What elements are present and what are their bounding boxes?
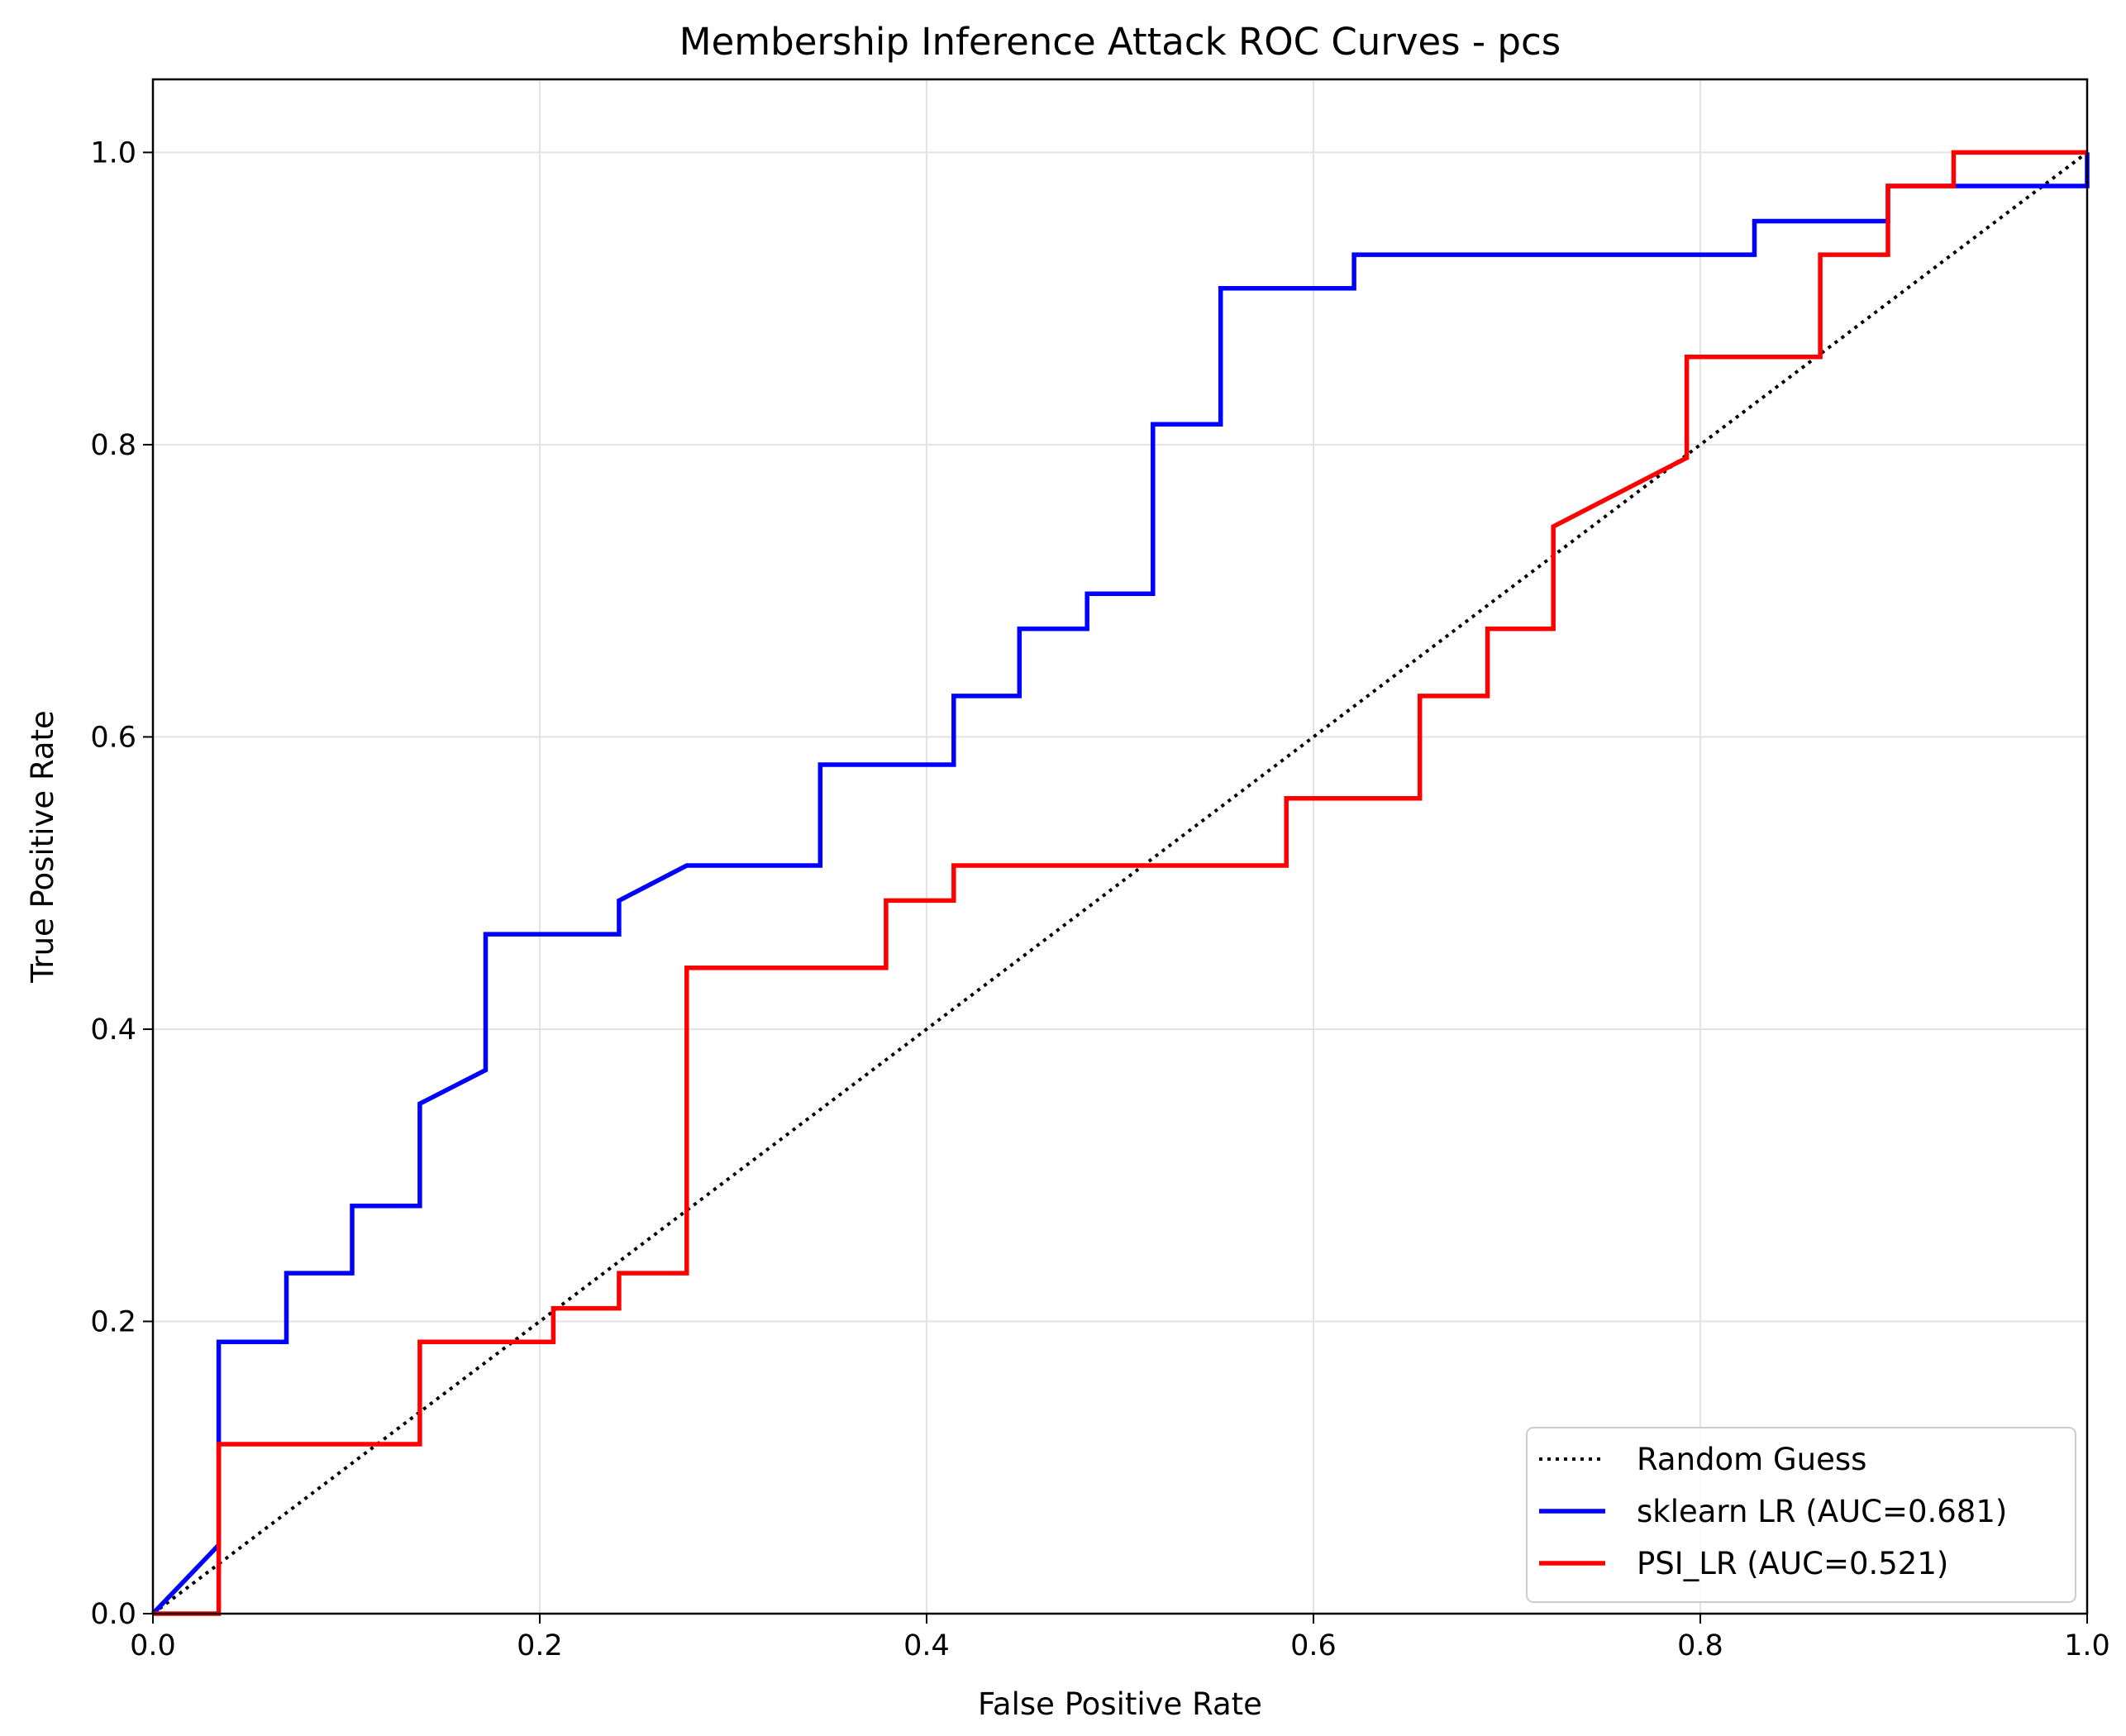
x-tick-label: 0.4	[903, 1629, 950, 1662]
x-tick-label: 1.0	[2064, 1629, 2110, 1662]
y-tick-label: 0.8	[90, 429, 136, 462]
legend-label-1: sklearn LR (AUC=0.681)	[1637, 1494, 2007, 1529]
y-tick-label: 1.0	[90, 136, 136, 169]
y-tick-label: 0.6	[90, 721, 136, 754]
series-line-2	[153, 150, 2087, 1616]
chart-title: Membership Inference Attack ROC Curves -…	[679, 20, 1561, 64]
x-tick-label: 0.0	[130, 1629, 176, 1662]
plot-lines	[151, 150, 2090, 1616]
y-axis-label: True Positive Rate	[25, 710, 60, 984]
series-line-0	[151, 150, 2089, 1615]
x-axis-label: False Positive Rate	[978, 1686, 1262, 1722]
grid	[152, 79, 2088, 1614]
y-tick-label: 0.2	[90, 1305, 136, 1338]
x-tick-label: 0.6	[1290, 1629, 1337, 1662]
y-tick-label: 0.4	[90, 1013, 136, 1047]
legend: Random Guess sklearn LR (AUC=0.681) PSI_LR…	[1526, 1427, 2076, 1603]
plot-frame	[151, 78, 2089, 1615]
x-tick-label: 0.2	[517, 1629, 563, 1662]
legend-label-2: PSI_LR (AUC=0.521)	[1637, 1546, 1948, 1581]
series-line-1	[151, 152, 2090, 1615]
legend-label-0: Random Guess	[1637, 1442, 1866, 1477]
axis-ticks: 0.0 0.2 0.4 0.6 0.8 1.0 0.0 0.2 0.4 0.6 0.8 1.0	[90, 136, 2110, 1662]
legend-box	[1526, 1427, 2076, 1603]
y-tick-label: 0.0	[90, 1598, 136, 1631]
x-tick-label: 0.8	[1677, 1629, 1723, 1662]
